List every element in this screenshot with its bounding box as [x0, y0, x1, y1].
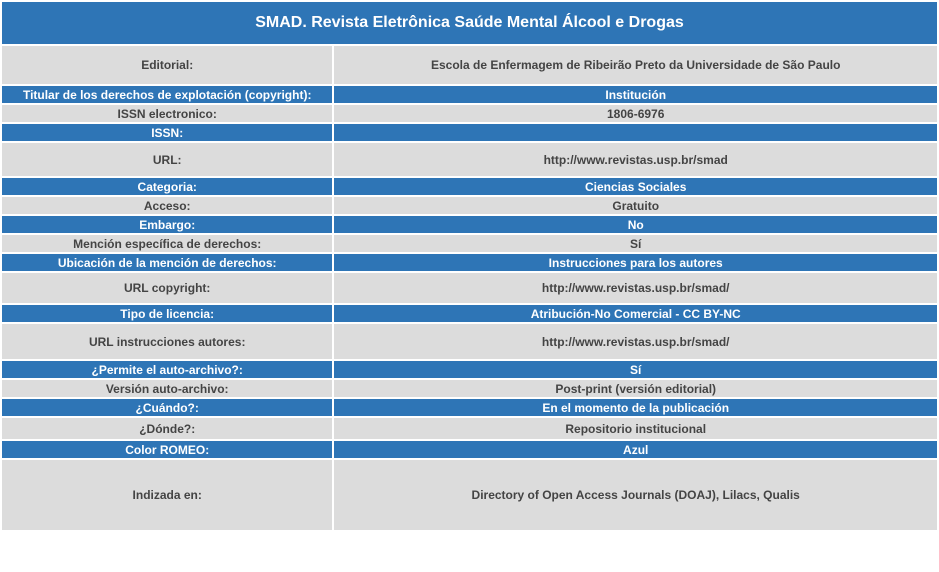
info-label: Embargo: [2, 216, 333, 233]
info-label: Color ROMEO: [2, 441, 333, 458]
info-label: URL instrucciones autores: [2, 324, 333, 359]
title-row: SMAD. Revista Eletrônica Saúde Mental Ál… [2, 2, 937, 44]
info-label: ¿Permite el auto-archivo?: [2, 361, 333, 378]
info-value: Sí [334, 235, 937, 252]
info-row: Editorial: Escola de Enfermagem de Ribeir… [2, 46, 937, 84]
info-value: No [334, 216, 937, 233]
info-value: Atribución-No Comercial - CC BY-NC [334, 305, 937, 322]
info-row: ¿Dónde?: Repositorio institucional [2, 418, 937, 439]
info-row: Titular de los derechos de explotación (… [2, 86, 937, 103]
info-value: Instrucciones para los autores [334, 254, 937, 271]
info-value: En el momento de la publicación [334, 399, 937, 416]
info-label: Mención específica de derechos: [2, 235, 333, 252]
info-value: Directory of Open Access Journals (DOAJ)… [334, 460, 937, 530]
info-row: Color ROMEO: Azul [2, 441, 937, 458]
info-row: URL copyright: http://www.revistas.usp.br… [2, 273, 937, 303]
info-value: http://www.revistas.usp.br/smad [334, 143, 937, 176]
info-label: Categoria: [2, 178, 333, 195]
info-label: Ubicación de la mención de derechos: [2, 254, 333, 271]
info-value: Azul [334, 441, 937, 458]
journal-title: SMAD. Revista Eletrônica Saúde Mental Ál… [2, 2, 937, 44]
journal-info-table: SMAD. Revista Eletrônica Saúde Mental Ál… [2, 2, 937, 530]
info-label: URL: [2, 143, 333, 176]
info-value: Repositorio institucional [334, 418, 937, 439]
info-value [334, 124, 937, 141]
info-row: URL: http://www.revistas.usp.br/smad [2, 143, 937, 176]
info-value: Sí [334, 361, 937, 378]
info-row: Categoria: Ciencias Sociales [2, 178, 937, 195]
info-row: URL instrucciones autores: http://www.rev… [2, 324, 937, 359]
info-label: Editorial: [2, 46, 333, 84]
journal-info-body: SMAD. Revista Eletrônica Saúde Mental Ál… [2, 2, 937, 530]
info-row: Versión auto-archivo: Post-print (versión… [2, 380, 937, 397]
info-label: Versión auto-archivo: [2, 380, 333, 397]
info-row: Ubicación de la mención de derechos: Inst… [2, 254, 937, 271]
info-row: ISSN: [2, 124, 937, 141]
info-value: http://www.revistas.usp.br/smad/ [334, 324, 937, 359]
info-label: ¿Dónde?: [2, 418, 333, 439]
info-value: 1806-6976 [334, 105, 937, 122]
info-row: Embargo: No [2, 216, 937, 233]
info-value: Gratuito [334, 197, 937, 214]
info-label: ISSN: [2, 124, 333, 141]
info-row: ¿Permite el auto-archivo?: Sí [2, 361, 937, 378]
info-row: ¿Cuándo?: En el momento de la publicación [2, 399, 937, 416]
info-row: Mención específica de derechos: Sí [2, 235, 937, 252]
info-value: Escola de Enfermagem de Ribeirão Preto d… [334, 46, 937, 84]
info-label: Acceso: [2, 197, 333, 214]
info-label: Indizada en: [2, 460, 333, 530]
info-label: Titular de los derechos de explotación (… [2, 86, 333, 103]
info-value: http://www.revistas.usp.br/smad/ [334, 273, 937, 303]
info-label: Tipo de licencia: [2, 305, 333, 322]
info-value: Post-print (versión editorial) [334, 380, 937, 397]
info-label: ¿Cuándo?: [2, 399, 333, 416]
info-value: Ciencias Sociales [334, 178, 937, 195]
info-label: URL copyright: [2, 273, 333, 303]
info-label: ISSN electronico: [2, 105, 333, 122]
info-row: ISSN electronico: 1806-6976 [2, 105, 937, 122]
info-row: Acceso: Gratuito [2, 197, 937, 214]
info-row: Tipo de licencia: Atribución-No Comercial… [2, 305, 937, 322]
info-row: Indizada en: Directory of Open Access Jou… [2, 460, 937, 530]
info-value: Institución [334, 86, 937, 103]
